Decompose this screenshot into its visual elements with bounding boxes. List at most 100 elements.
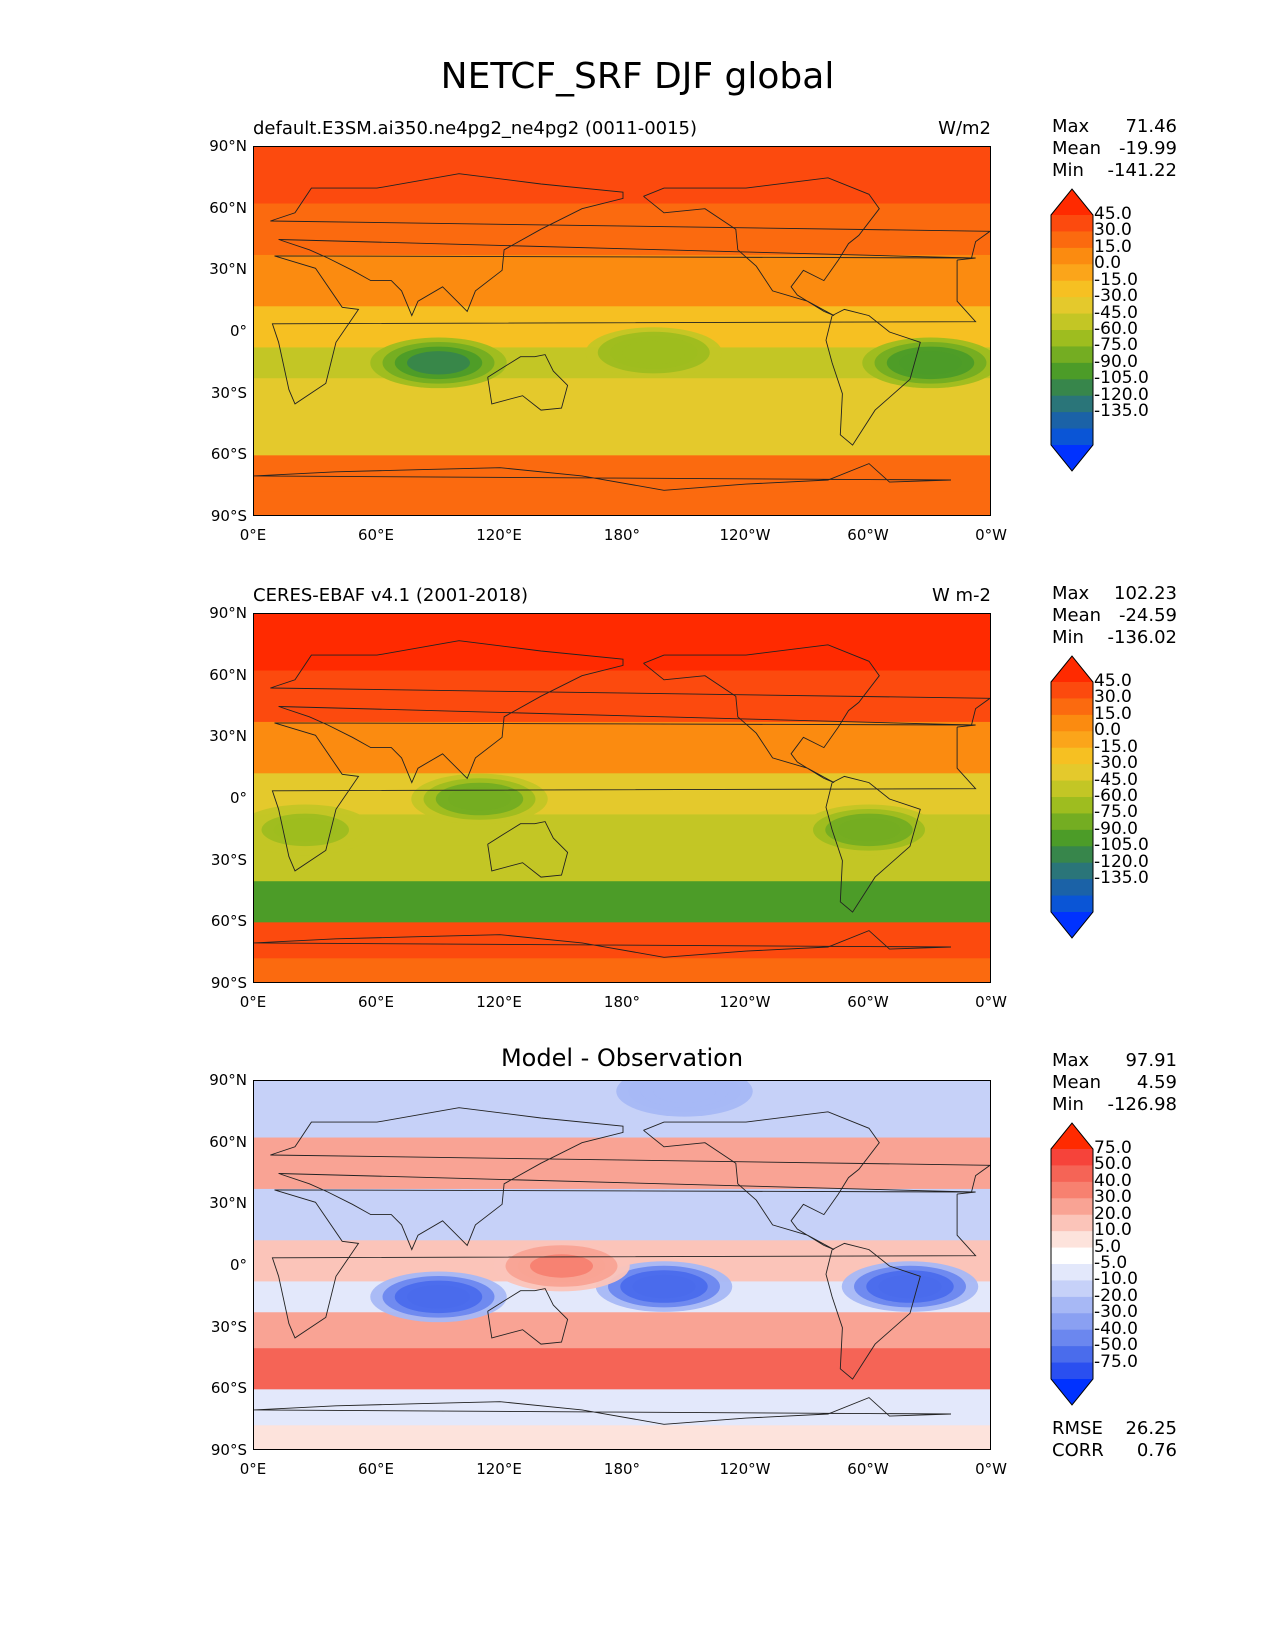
colorbar-label: 30.0 — [1094, 220, 1132, 241]
stat-value: 4.59 — [1136, 1072, 1177, 1093]
zonal-band — [254, 1348, 990, 1390]
colorbar-segment — [1051, 379, 1093, 397]
colorbar-segments — [1050, 655, 1094, 939]
colorbar-segment — [1051, 1280, 1093, 1298]
coastlines — [254, 173, 990, 491]
x-tick-label: 60°W — [847, 993, 889, 1011]
panel-subtitle-left: default.E3SM.ai350.ne4pg2_ne4pg2 (0011-0… — [253, 118, 698, 139]
region-blob — [653, 1081, 716, 1103]
coastline — [270, 173, 990, 317]
zonal-band — [254, 721, 990, 774]
stat-value: -126.98 — [1107, 1094, 1177, 1115]
x-tick-label: 0°E — [239, 993, 267, 1011]
colorbar-segment — [1051, 412, 1093, 430]
zonal-band — [254, 378, 990, 415]
colorbar-label: 15.0 — [1094, 703, 1132, 724]
colorbar-segment — [1051, 813, 1093, 831]
region-blob — [448, 787, 511, 811]
colorbar-segments — [1050, 188, 1094, 472]
map-plot — [253, 613, 991, 983]
coastline — [271, 722, 977, 872]
panel-model: default.E3SM.ai350.ne4pg2_ne4pg2 (0011-0… — [0, 108, 1275, 578]
colorbar-label: -60.0 — [1094, 786, 1138, 806]
stat-value: 102.23 — [1114, 583, 1177, 604]
colorbar-segment — [1051, 1149, 1093, 1166]
x-tick-label: 120°W — [719, 526, 771, 544]
y-tick-label: 0° — [229, 789, 247, 807]
coastline — [643, 177, 880, 317]
y-tick-label: 0° — [229, 1256, 247, 1274]
y-tick-label: 30°S — [210, 1317, 247, 1336]
colorbar-label: -30.0 — [1094, 753, 1138, 774]
coastline — [643, 644, 880, 784]
coastline — [270, 640, 990, 784]
zonal-band — [254, 147, 990, 205]
stats-box: Max 97.91 Mean 4.59 Min -126.98 — [1052, 1050, 1177, 1116]
coastline — [254, 463, 952, 491]
coastline — [643, 1111, 880, 1251]
y-tick-label: 30°N — [209, 727, 247, 746]
region-blob — [622, 340, 686, 365]
y-tick-label: 60°S — [210, 1379, 247, 1398]
colorbar-segment — [1051, 895, 1093, 913]
stat-row: Min -126.98 — [1052, 1094, 1177, 1116]
x-tick-label: 120°W — [719, 1460, 771, 1478]
stat-value: 71.46 — [1125, 116, 1177, 137]
colorbar-label: -45.0 — [1094, 769, 1138, 790]
colorbar-label: -50.0 — [1094, 1335, 1138, 1356]
panel-subtitle-center: Model - Observation — [500, 1044, 744, 1072]
colorbar-extend-top — [1051, 656, 1093, 682]
zonal-band — [254, 414, 990, 456]
colorbar-segment — [1051, 264, 1093, 282]
region-blob — [407, 1285, 470, 1309]
coastlines — [254, 1107, 990, 1425]
colorbar-segment — [1051, 346, 1093, 364]
colorbar-segment — [1051, 797, 1093, 814]
region-blob — [837, 818, 901, 842]
stat-value: -24.59 — [1118, 605, 1177, 626]
stat-row: Min -136.02 — [1052, 627, 1177, 649]
region-blob — [878, 1274, 942, 1299]
colorbar-label: 40.0 — [1094, 1170, 1132, 1191]
y-tick-label: 90°S — [210, 507, 247, 525]
stat-row: Mean -24.59 — [1052, 605, 1177, 627]
colorbar-label: -15.0 — [1094, 736, 1138, 757]
zonal-band — [254, 1312, 990, 1349]
coastline — [487, 1288, 569, 1345]
colorbar-label: -30.0 — [1094, 286, 1138, 307]
stat-key: Max — [1052, 1050, 1090, 1071]
colorbar-label: -15.0 — [1094, 269, 1138, 290]
colorbar-extend-top — [1051, 189, 1093, 215]
y-tick-label: 0° — [229, 322, 247, 340]
y-tick-label: 90°S — [210, 1441, 247, 1459]
x-tick-label: 120°E — [476, 993, 522, 1011]
colorbar-label: -90.0 — [1094, 351, 1138, 372]
coastline — [254, 1397, 952, 1425]
stat-key: RMSE — [1052, 1418, 1103, 1439]
colorbar-extend-bottom — [1051, 1379, 1093, 1405]
regions — [370, 327, 990, 389]
stat-key: Mean — [1052, 1072, 1102, 1093]
colorbar-segment — [1051, 313, 1093, 331]
stat-row: RMSE 26.25 — [1052, 1418, 1177, 1440]
zonal-band — [254, 1425, 990, 1449]
x-tick-label: 120°E — [476, 526, 522, 544]
coastlines — [254, 640, 990, 958]
zonal-band — [254, 881, 990, 923]
colorbar-label: 75.0 — [1094, 1138, 1132, 1158]
stat-key: CORR — [1052, 1440, 1104, 1461]
colorbar-segment — [1051, 1181, 1093, 1199]
zonal-bands — [254, 614, 990, 982]
colorbar-segment — [1051, 714, 1093, 732]
stat-value: 26.25 — [1125, 1418, 1177, 1439]
colorbar-segment — [1051, 1264, 1093, 1281]
colorbar-segment — [1051, 215, 1093, 232]
colorbar-segment — [1051, 330, 1093, 347]
zonal-band — [254, 1389, 990, 1426]
stat-value: 0.76 — [1136, 1440, 1177, 1461]
y-tick-label: 30°S — [210, 850, 247, 869]
colorbar-label: -135.0 — [1094, 401, 1149, 422]
coastline — [825, 308, 921, 446]
region-blob — [407, 351, 470, 375]
y-tick-label: 90°S — [210, 974, 247, 992]
